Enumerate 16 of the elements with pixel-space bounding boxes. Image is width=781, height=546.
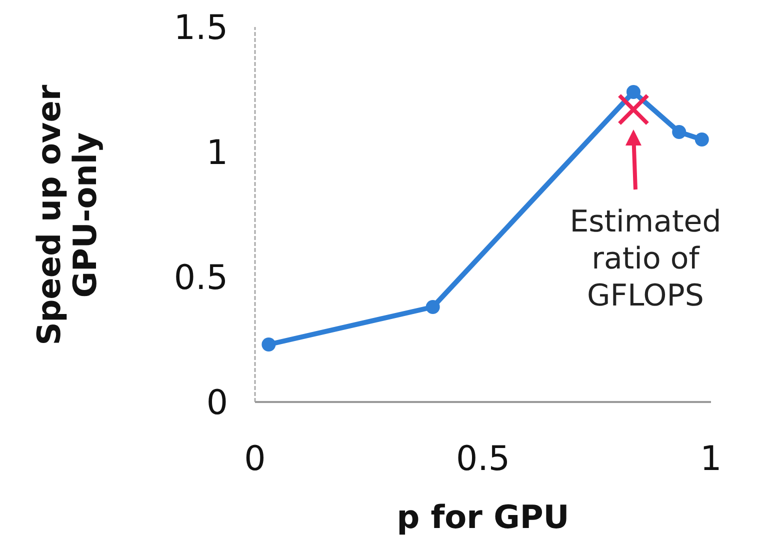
point xyxy=(672,125,686,139)
x-tick-label: 1 xyxy=(700,439,722,479)
annotation: Estimated ratio of GFLOPS xyxy=(570,204,722,314)
x-axis-title: p for GPU xyxy=(396,498,570,536)
point xyxy=(426,300,440,314)
point xyxy=(626,85,640,99)
x-tick-label: 0 xyxy=(244,439,266,479)
y-tick-label: 0 xyxy=(206,382,228,423)
point xyxy=(694,132,709,146)
point xyxy=(617,94,650,126)
y-tick-label: 1.5 xyxy=(174,8,228,48)
y-tick-label: 0.5 xyxy=(174,258,228,298)
y-axis-title: Speed up over GPU-only xyxy=(30,84,104,346)
y-tick-label: 1 xyxy=(206,132,228,173)
point xyxy=(262,338,276,352)
x-tick-label: 0.5 xyxy=(456,439,510,479)
